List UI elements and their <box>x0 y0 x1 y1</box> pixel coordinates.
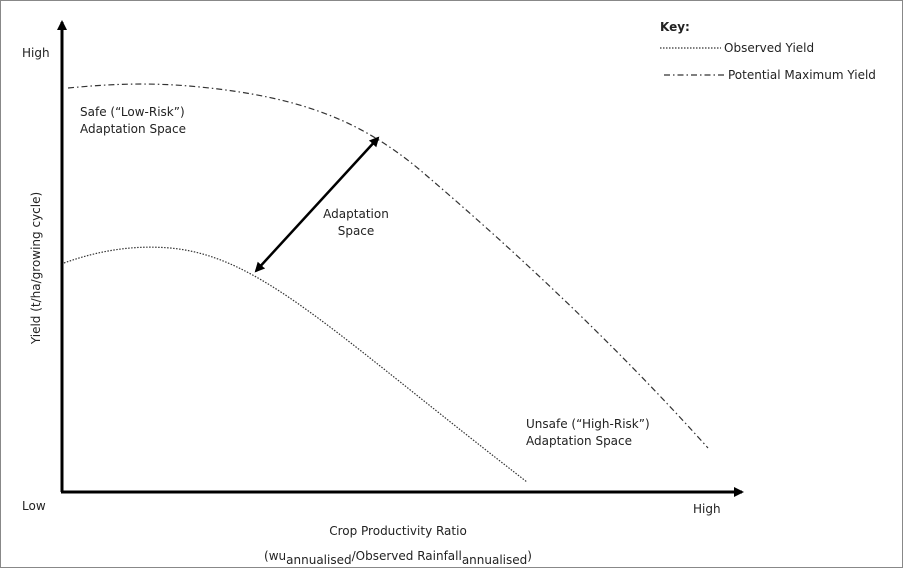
x-axis-subtitle: (wuannualised/Observed Rainfallannualise… <box>264 549 532 567</box>
key-entry: Potential Maximum Yield <box>728 68 876 82</box>
adaptation-arrow <box>254 136 380 273</box>
annotation: Unsafe (“High-Risk”) <box>526 417 650 431</box>
subscript: annualised <box>286 553 351 567</box>
key-title: Key: <box>660 20 690 34</box>
text-part: ) <box>527 549 532 563</box>
annotation: Adaptation Space <box>80 122 186 136</box>
annotation: Safe (“Low-Risk”) <box>80 105 185 119</box>
y-high-label: High <box>22 46 50 60</box>
y-axis-title: Yield (t/ha/growing cycle) <box>29 192 43 345</box>
annotation: Adaptation <box>323 207 389 221</box>
key-entry: Observed Yield <box>724 41 814 55</box>
annotation: Adaptation Space <box>526 434 632 448</box>
x-axis-title: Crop Productivity Ratio <box>329 524 467 538</box>
text-part: (wu <box>264 549 286 563</box>
observed-yield-curve <box>63 246 528 483</box>
low-label: Low <box>22 499 46 513</box>
subscript: annualised <box>462 553 527 567</box>
x-high-label: High <box>693 502 721 516</box>
text-part: /Observed Rainfall <box>352 549 462 563</box>
annotation: Space <box>338 224 375 238</box>
